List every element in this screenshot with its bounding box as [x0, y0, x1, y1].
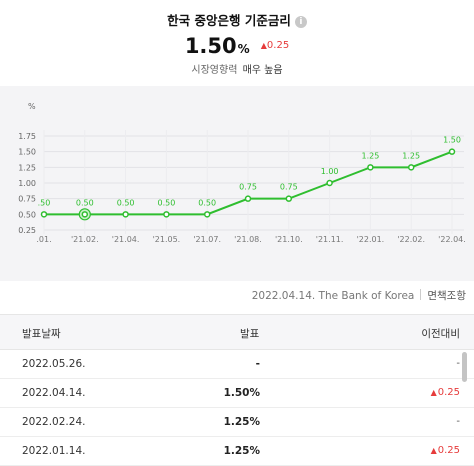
y-axis-unit: %: [28, 102, 36, 111]
data-label: 1.00: [321, 167, 339, 176]
data-point: [285, 195, 293, 202]
x-tick-label: '21.11.: [316, 235, 344, 244]
data-label: 1.50: [443, 136, 461, 145]
row-change: ▲0.25: [431, 387, 460, 398]
up-arrow-icon: ▲: [430, 388, 437, 397]
col-header-date: 발표날짜: [22, 328, 61, 340]
up-arrow-icon: ▲: [430, 446, 437, 455]
data-point: [244, 195, 252, 202]
y-tick-label: 1.00: [18, 179, 36, 188]
current-rate-row: 1.50% ▲0.25: [0, 34, 474, 58]
y-tick-label: 1.50: [18, 148, 36, 157]
data-point: [40, 211, 48, 218]
table-body: 2022.05.26. - -2022.04.14. 1.50% ▲0.25 2022.0…: [0, 350, 474, 466]
rate-change: ▲0.25: [261, 40, 289, 51]
x-tick-label: '22.04.: [438, 235, 466, 244]
row-date: 2022.04.14.: [22, 387, 86, 399]
row-date: 2022.05.26.: [22, 358, 86, 370]
data-point: [367, 164, 374, 171]
data-label: 1.25: [402, 151, 420, 160]
market-impact: 시장영향력 매우 높음: [0, 61, 474, 76]
data-label: 0.50: [76, 198, 94, 207]
data-label: 1.25: [361, 151, 379, 160]
y-tick-label: 0.25: [18, 226, 36, 235]
current-rate-unit: %: [237, 42, 250, 56]
col-header-value: 발표: [240, 328, 260, 340]
disclaimer-button[interactable]: 면책조항: [427, 290, 466, 302]
row-date: 2022.02.24.: [22, 416, 86, 428]
up-arrow-icon: ▲: [260, 41, 267, 50]
y-tick-label: 1.75: [18, 132, 36, 141]
rate-chart-svg: % 0.25 0.50 0.75 1.00 1.25 1.50 1.75 .01. '21.02.…: [18, 102, 466, 244]
data-point: [122, 211, 129, 218]
row-change: ▲0.25: [431, 445, 460, 456]
data-point: [163, 211, 170, 218]
row-change-value: 0.25: [437, 445, 460, 456]
x-tick-label: '21.08.: [234, 235, 262, 244]
data-label: 0.50: [198, 198, 216, 207]
row-value: -: [255, 358, 260, 370]
table-row: 2022.05.26. - -: [0, 350, 474, 379]
data-point: [203, 211, 211, 218]
row-value: 1.25%: [223, 416, 260, 428]
y-tick-label: 0.75: [18, 195, 36, 204]
row-change-value: 0.25: [437, 387, 460, 398]
y-tick-label: 0.50: [18, 210, 36, 219]
x-tick-label: '21.07.: [193, 235, 221, 244]
x-tick-label: '22.01.: [357, 235, 385, 244]
table-header: 발표날짜 발표 이전대비: [0, 314, 474, 350]
market-impact-value: 매우 높음: [242, 65, 283, 76]
source-text: 2022.04.14. The Bank of Korea: [251, 290, 415, 302]
table-row: 2022.01.14. 1.25% ▲0.25: [0, 437, 474, 466]
data-label: 0.50: [117, 198, 135, 207]
data-point: [326, 179, 333, 187]
data-label: .50: [38, 198, 51, 207]
row-change: -: [456, 358, 460, 369]
x-tick-label: '21.02.: [71, 235, 99, 244]
current-rate-value: 1.50: [184, 34, 237, 58]
data-point: [448, 148, 456, 155]
data-label: 0.75: [280, 183, 298, 192]
y-tick-label: 1.25: [18, 163, 36, 172]
page-title-row: 한국 중앙은행 기준금리 i: [0, 10, 474, 29]
row-change: -: [456, 416, 460, 427]
x-tick-label: '22.02.: [397, 235, 425, 244]
x-tick-label: .01.: [36, 235, 51, 244]
rate-chart[interactable]: % 0.25 0.50 0.75 1.00 1.25 1.50 1.75 .01. '21.02.…: [0, 86, 474, 281]
rate-header: 한국 중앙은행 기준금리 i 1.50% ▲0.25 시장영향력 매우 높음: [0, 0, 474, 82]
rate-change-value: 0.25: [266, 40, 290, 51]
x-tick-label: '21.04.: [112, 235, 140, 244]
data-label: 0.75: [239, 183, 257, 192]
row-value: 1.25%: [223, 445, 260, 457]
data-point: [407, 164, 415, 171]
row-value: 1.50%: [223, 387, 260, 399]
row-date: 2022.01.14.: [22, 445, 86, 457]
scrollbar[interactable]: [462, 352, 467, 382]
info-icon[interactable]: i: [294, 16, 307, 28]
col-header-prev: 이전대비: [421, 328, 460, 340]
data-label: 0.50: [157, 198, 175, 207]
source-row: 2022.04.14. The Bank of Korea 면책조항: [252, 288, 466, 303]
divider: [420, 289, 422, 300]
table-row: 2022.04.14. 1.50% ▲0.25: [0, 379, 474, 408]
x-tick-label: '21.10.: [275, 235, 303, 244]
data-point: [81, 211, 89, 218]
page-title: 한국 중앙은행 기준금리: [167, 13, 291, 28]
market-impact-label: 시장영향력: [191, 65, 238, 76]
table-row: 2022.02.24. 1.25% -: [0, 408, 474, 437]
x-tick-label: '21.05.: [153, 235, 181, 244]
